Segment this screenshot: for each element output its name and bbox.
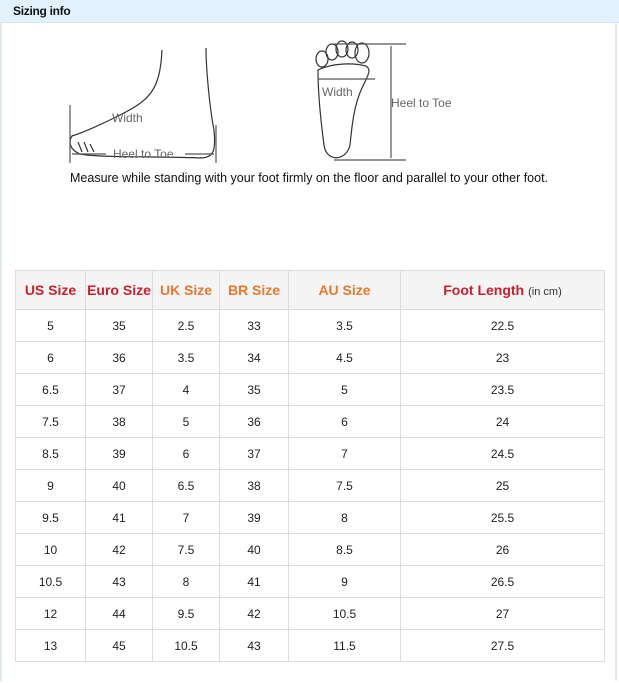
foot-length-label: Foot Length (443, 282, 525, 298)
cell-foot-length: 25.5 (400, 501, 605, 534)
cell-us: 9.5 (15, 501, 86, 534)
cell-uk: 6 (152, 437, 220, 470)
measure-instructions: Measure while standing with your foot fi… (70, 171, 549, 185)
cell-us: 6.5 (15, 373, 86, 406)
svg-text:Width: Width (322, 85, 353, 99)
table-row: 12 44 9.5 42 10.5 27 (15, 597, 605, 630)
cell-au: 6 (288, 405, 401, 438)
cell-us: 5 (15, 309, 86, 342)
cell-foot-length: 22.5 (400, 309, 605, 342)
cell-euro: 35 (85, 309, 153, 342)
cell-foot-length: 23 (400, 341, 605, 374)
header-br-size: BR Size (219, 270, 289, 310)
cell-au: 8 (288, 501, 401, 534)
cell-us: 8.5 (15, 437, 86, 470)
cell-br: 33 (219, 309, 289, 342)
table-row: 9.5 41 7 39 8 25.5 (15, 501, 605, 534)
cell-us: 9 (15, 469, 86, 502)
section-header: Sizing info (0, 0, 619, 23)
cell-uk: 10.5 (152, 629, 220, 662)
cell-euro: 39 (85, 437, 153, 470)
cell-uk: 5 (152, 405, 220, 438)
cell-us: 7.5 (15, 405, 86, 438)
header-euro-size: Euro Size (85, 270, 153, 310)
cell-uk: 4 (152, 373, 220, 406)
cell-br: 38 (219, 469, 289, 502)
header-uk-size: UK Size (152, 270, 220, 310)
table-row: 6.5 37 4 35 5 23.5 (15, 373, 605, 406)
cell-br: 37 (219, 437, 289, 470)
cell-au: 8.5 (288, 533, 401, 566)
cell-au: 3.5 (288, 309, 401, 342)
table-row: 10 42 7.5 40 8.5 26 (15, 533, 605, 566)
cell-uk: 9.5 (152, 597, 220, 630)
header-foot-length: Foot Length (in cm) (400, 270, 605, 310)
cell-uk: 8 (152, 565, 220, 598)
cell-br: 42 (219, 597, 289, 630)
table-row: 13 45 10.5 43 11.5 27.5 (15, 629, 605, 662)
cell-au: 11.5 (288, 629, 401, 662)
cell-br: 39 (219, 501, 289, 534)
cell-uk: 7.5 (152, 533, 220, 566)
table-row: 6 36 3.5 34 4.5 23 (15, 341, 605, 374)
table-row: 10.5 43 8 41 9 26.5 (15, 565, 605, 598)
cell-euro: 41 (85, 501, 153, 534)
cell-uk: 6.5 (152, 469, 220, 502)
cell-euro: 45 (85, 629, 153, 662)
table-header-row: US Size Euro Size UK Size BR Size AU Siz… (15, 270, 605, 310)
cell-us: 13 (15, 629, 86, 662)
cell-au: 9 (288, 565, 401, 598)
side-foot-illustration: Width Heel to Toe (69, 47, 217, 163)
cell-foot-length: 26.5 (400, 565, 605, 598)
cell-br: 41 (219, 565, 289, 598)
cell-br: 35 (219, 373, 289, 406)
header-au-size: AU Size (288, 270, 401, 310)
cell-au: 7.5 (288, 469, 401, 502)
table-row: 9 40 6.5 38 7.5 25 (15, 469, 605, 502)
cell-uk: 3.5 (152, 341, 220, 374)
cell-br: 43 (219, 629, 289, 662)
cell-euro: 36 (85, 341, 153, 374)
cell-au: 7 (288, 437, 401, 470)
cell-br: 34 (219, 341, 289, 374)
cell-euro: 44 (85, 597, 153, 630)
cell-foot-length: 23.5 (400, 373, 605, 406)
cell-us: 6 (15, 341, 86, 374)
cell-foot-length: 27.5 (400, 629, 605, 662)
cell-uk: 7 (152, 501, 220, 534)
cell-us: 10 (15, 533, 86, 566)
header-us-size: US Size (15, 270, 86, 310)
foot-measurement-diagram: Width Heel to Toe Width Heel to Toe (69, 40, 452, 163)
cell-foot-length: 25 (400, 469, 605, 502)
cell-euro: 38 (85, 405, 153, 438)
cell-uk: 2.5 (152, 309, 220, 342)
svg-text:Width: Width (112, 111, 143, 125)
table-row: 8.5 39 6 37 7 24.5 (15, 437, 605, 470)
cell-euro: 40 (85, 469, 153, 502)
svg-text:Heel to Toe: Heel to Toe (113, 147, 174, 161)
cell-au: 5 (288, 373, 401, 406)
section-title: Sizing info (13, 4, 71, 18)
size-chart-table: US Size Euro Size UK Size BR Size AU Siz… (15, 270, 605, 662)
cell-br: 36 (219, 405, 289, 438)
cell-br: 40 (219, 533, 289, 566)
cell-au: 4.5 (288, 341, 401, 374)
sole-foot-illustration: Width Heel to Toe (315, 40, 452, 161)
cell-foot-length: 24 (400, 405, 605, 438)
cell-foot-length: 26 (400, 533, 605, 566)
cell-foot-length: 27 (400, 597, 605, 630)
table-row: 5 35 2.5 33 3.5 22.5 (15, 309, 605, 342)
cell-us: 12 (15, 597, 86, 630)
table-row: 7.5 38 5 36 6 24 (15, 405, 605, 438)
svg-text:Heel to Toe: Heel to Toe (391, 96, 452, 110)
foot-length-unit: (in cm) (528, 286, 562, 298)
cell-au: 10.5 (288, 597, 401, 630)
cell-us: 10.5 (15, 565, 86, 598)
cell-euro: 37 (85, 373, 153, 406)
cell-foot-length: 24.5 (400, 437, 605, 470)
cell-euro: 42 (85, 533, 153, 566)
cell-euro: 43 (85, 565, 153, 598)
